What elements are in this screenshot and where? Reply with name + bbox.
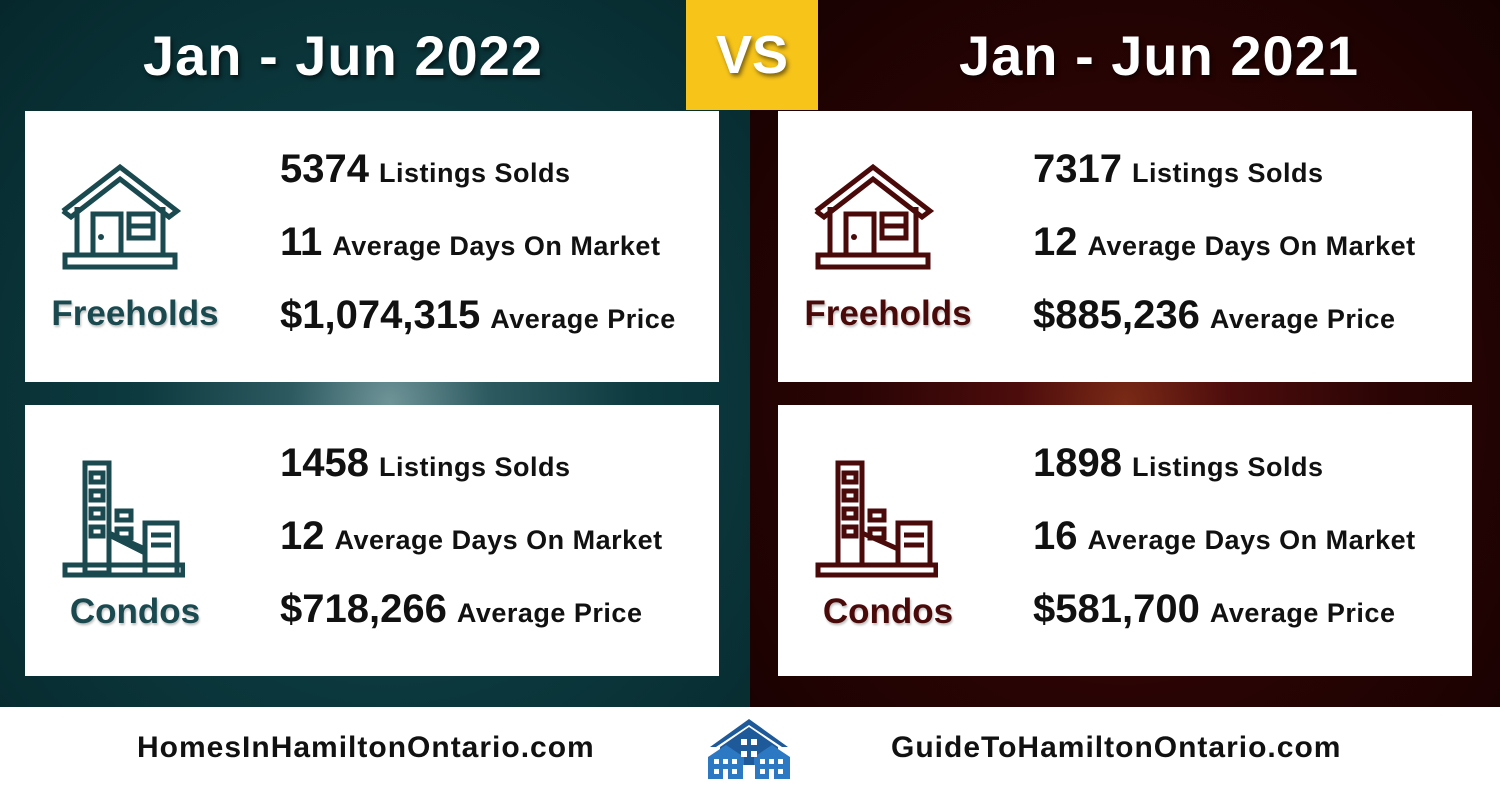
site-link-guide-to-hamilton[interactable]: GuideToHamiltonOntario.com [891,731,1342,764]
stat-label: Listings Solds [378,452,571,482]
stat-days-on-market: 12 Average Days On Market [280,514,663,559]
card-2022-freeholds: Freeholds 5374 Listings Solds 11 Average… [25,111,719,382]
stat-value: $718,266 [280,587,447,631]
title-2022: Jan - Jun 2022 [143,23,543,87]
site-link-homes-in-hamilton[interactable]: HomesInHamiltonOntario.com [137,731,595,764]
stat-value: 11 [280,220,323,264]
stat-label: Listings Solds [1131,452,1324,482]
stat-value: $885,236 [1033,293,1200,337]
vs-badge: VS [686,0,818,110]
category-label: Freeholds [804,294,972,333]
stat-value: 16 [1033,514,1078,558]
stat-listings-sold: 5374 Listings Solds [280,147,676,192]
condo-building-icon [55,453,186,583]
stat-days-on-market: 16 Average Days On Market [1033,514,1416,559]
stat-value: 12 [1033,220,1078,264]
stat-average-price: $1,074,315 Average Price [280,293,676,338]
stat-value: 1898 [1033,441,1122,485]
stats-list: 1898 Listings Solds 16 Average Days On M… [1033,441,1416,632]
houses-logo-icon [706,717,792,781]
stat-listings-sold: 7317 Listings Solds [1033,147,1416,192]
stat-label: Average Price [490,304,676,334]
stats-list: 7317 Listings Solds 12 Average Days On M… [1033,147,1416,338]
condo-building-icon [808,453,939,583]
stat-label: Average Price [456,598,643,628]
stat-days-on-market: 11 Average Days On Market [280,220,676,265]
stat-label: Average Days On Market [332,231,661,261]
stat-label: Average Price [1209,304,1396,334]
stats-list: 1458 Listings Solds 12 Average Days On M… [280,441,663,632]
title-2021: Jan - Jun 2021 [959,23,1359,87]
stats-list: 5374 Listings Solds 11 Average Days On M… [280,147,676,338]
stat-label: Average Days On Market [334,525,663,555]
stat-listings-sold: 1458 Listings Solds [280,441,663,486]
stat-value: $1,074,315 [280,293,481,337]
footer: HomesInHamiltonOntario.com GuideToHamilt… [0,707,1500,785]
house-icon [808,159,938,289]
stat-average-price: $718,266 Average Price [280,587,663,632]
stat-average-price: $581,700 Average Price [1033,587,1416,632]
house-icon [55,159,185,289]
category-label: Condos [69,592,201,631]
stat-label: Listings Solds [378,158,571,188]
stat-label: Average Days On Market [1087,525,1416,555]
stat-days-on-market: 12 Average Days On Market [1033,220,1416,265]
card-2021-condos: Condos 1898 Listings Solds 16 Average Da… [778,405,1472,676]
stat-label: Listings Solds [1131,158,1324,188]
stat-listings-sold: 1898 Listings Solds [1033,441,1416,486]
stat-average-price: $885,236 Average Price [1033,293,1416,338]
category-label: Freeholds [51,294,219,333]
card-2021-freeholds: Freeholds 7317 Listings Solds 12 Average… [778,111,1472,382]
stat-value: 7317 [1033,147,1122,191]
category-label: Condos [822,592,954,631]
stat-label: Average Days On Market [1087,231,1416,261]
card-2022-condos: Condos 1458 Listings Solds 12 Average Da… [25,405,719,676]
stat-value: 1458 [280,441,369,485]
stat-value: $581,700 [1033,587,1200,631]
stat-value: 12 [280,514,325,558]
stat-label: Average Price [1209,598,1396,628]
stat-value: 5374 [280,147,369,191]
